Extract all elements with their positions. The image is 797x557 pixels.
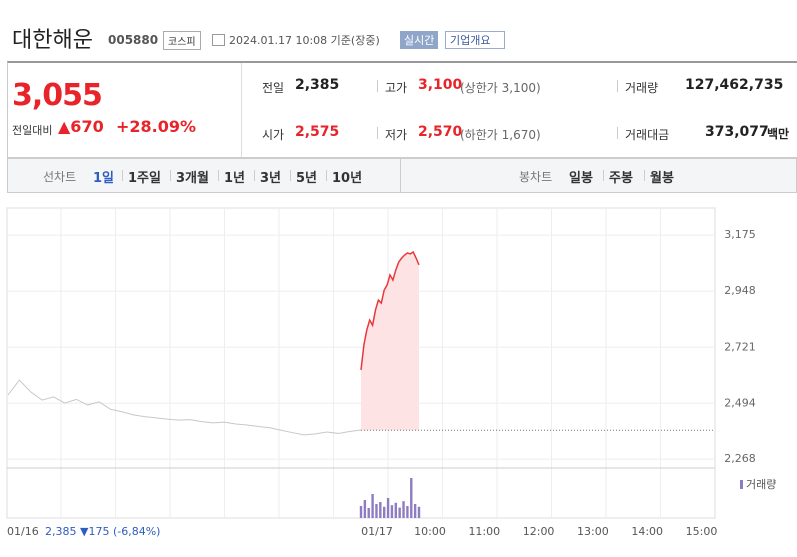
price-line <box>360 250 420 371</box>
stat-value: 3,100 <box>418 77 463 93</box>
stat-label: 시가 <box>262 128 285 142</box>
x-tick-label: 13:00 <box>577 525 609 538</box>
volume-bar <box>383 506 386 518</box>
volume-bar <box>398 507 401 518</box>
stat-value: 127,462,735 <box>685 77 784 93</box>
stats-panel <box>241 63 797 157</box>
x-tick-label: 15:00 <box>686 525 718 538</box>
tab[interactable]: 3년 <box>260 171 282 186</box>
separator <box>603 170 604 181</box>
separator <box>290 170 291 181</box>
tab[interactable]: 5년 <box>296 171 318 186</box>
volume-bar <box>359 506 363 518</box>
stat-label: 고가 <box>385 81 408 95</box>
separator <box>254 170 255 181</box>
y-tick-label: 2,268 <box>724 452 756 465</box>
volume-bar <box>410 478 413 518</box>
stat-unit: 백만 <box>767 127 790 141</box>
prev-day-summary: 2,385 ▼175 (-6,84%) <box>45 525 160 538</box>
volume-bar <box>371 494 374 518</box>
change: ▲670 <box>58 117 104 136</box>
x-tick-label: 10:00 <box>414 525 446 538</box>
area <box>361 251 419 431</box>
separator <box>377 80 378 92</box>
tab[interactable]: 3개월 <box>176 171 209 186</box>
volume-bar <box>367 508 370 518</box>
tab[interactable]: 1년 <box>224 171 246 186</box>
stat-note: (하한가 1,670) <box>460 128 541 142</box>
tab[interactable]: 10년 <box>332 171 363 186</box>
tab-label: 봉차트 <box>519 170 553 184</box>
tab-label: 선차트 <box>43 170 77 184</box>
plot-frame <box>6 207 716 519</box>
company-info-dropdown[interactable]: 기업개요 <box>445 31 506 49</box>
separator <box>122 170 123 181</box>
tab[interactable]: 주봉 <box>609 171 633 186</box>
clock-icon <box>212 34 225 46</box>
tab-bar <box>7 158 797 193</box>
volume-bar <box>402 501 405 518</box>
y-tick-label: 2,721 <box>724 340 756 353</box>
tab[interactable]: 일봉 <box>569 171 593 186</box>
tab[interactable]: 1주일 <box>128 171 161 186</box>
stat-label: 거래대금 <box>625 128 670 142</box>
volume-bar <box>417 506 421 518</box>
timestamp: 2024.01.17 10:08 기준(장중) <box>229 34 380 47</box>
stat-value: 2,385 <box>295 77 340 93</box>
separator <box>218 170 219 181</box>
stat-value: 2,575 <box>295 124 340 140</box>
separator <box>377 127 378 139</box>
stock-code: 005880 <box>108 33 159 47</box>
separator <box>617 127 618 139</box>
stat-value: 2,570 <box>418 124 463 140</box>
stat-value: 373,077 <box>705 124 769 140</box>
x-tick-label: 11:00 <box>468 525 500 538</box>
volume-bar <box>386 498 390 518</box>
volume-bar <box>394 502 397 518</box>
market-badge: 코스피 <box>163 31 201 50</box>
volume-bar <box>406 506 409 518</box>
separator <box>326 170 327 181</box>
volume-legend-swatch <box>740 480 743 489</box>
tab[interactable]: 1일 <box>93 171 115 186</box>
quote-box <box>7 61 797 158</box>
price-line <box>7 379 362 436</box>
separator <box>617 80 618 92</box>
stat-label: 전일 <box>262 81 285 95</box>
x-date-label: 01/16 <box>7 525 39 538</box>
y-tick-label: 3,175 <box>724 228 756 241</box>
stat-label: 저가 <box>385 128 408 142</box>
price: 3,055 <box>12 78 103 113</box>
y-tick-label: 2,494 <box>724 396 756 409</box>
stat-label: 거래량 <box>625 81 659 95</box>
x-tick-label: 14:00 <box>631 525 663 538</box>
volume-bar <box>379 502 382 518</box>
volume-bar <box>375 504 378 518</box>
volume-legend: 거래량 <box>746 478 776 491</box>
x-tick-label: 12:00 <box>523 525 555 538</box>
volume-bar <box>413 504 417 518</box>
change-label: 전일대비 <box>12 124 53 137</box>
y-tick-label: 2,948 <box>724 284 756 297</box>
volume-bar <box>390 505 394 518</box>
change-pct: +28.09% <box>116 117 197 136</box>
stat-note: (상한가 3,100) <box>460 81 541 95</box>
separator <box>644 170 645 181</box>
volume-bar <box>363 500 367 518</box>
tab-divider <box>400 159 401 192</box>
separator <box>170 170 171 181</box>
stock-name: 대한해운 <box>12 28 93 53</box>
tab[interactable]: 월봉 <box>650 171 674 186</box>
x-tick-label: 01/17 <box>361 525 393 538</box>
realtime-button[interactable]: 실시간 <box>400 31 439 49</box>
